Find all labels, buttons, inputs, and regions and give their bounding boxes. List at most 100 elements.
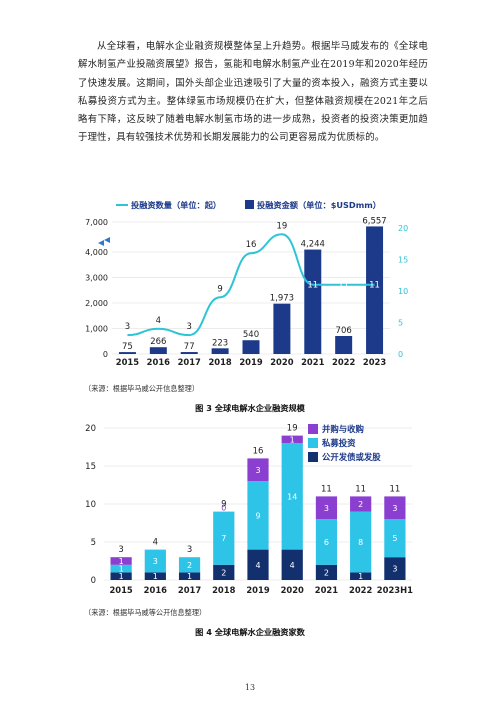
segment-value-label: 0 [221, 504, 226, 513]
figure3-source: （来源：根据毕马威公开信息整理） [84, 384, 200, 393]
segment-value-label: 1 [119, 557, 124, 566]
bar-segment [281, 443, 303, 550]
line-point-label: 9 [217, 284, 222, 294]
bar-segment [384, 519, 406, 558]
y-right-tick-label: 10 [398, 287, 408, 296]
y-tick-label: 5 [91, 538, 96, 548]
bar-amount [118, 352, 136, 354]
x-tick-label: 2020 [281, 585, 304, 595]
y-tick-label: 15 [85, 462, 96, 472]
bar-value-label: 223 [212, 338, 228, 348]
segment-value-label: 5 [392, 534, 397, 543]
total-label: 11 [355, 484, 366, 494]
segment-value-label: 3 [255, 466, 260, 475]
segment-value-label: 1 [358, 572, 363, 581]
legend-label: 公开发债或发股 [322, 452, 381, 462]
bar-amount [211, 348, 229, 354]
segment-value-label: 4 [290, 561, 295, 570]
line-point-label: 3 [125, 322, 130, 332]
line-count-series [127, 233, 375, 337]
legend-swatch [308, 424, 318, 434]
bar-amount [149, 347, 167, 354]
figure4-caption: 图 4 全球电解水企业融资家数 [195, 627, 305, 637]
y-right-tick-label: 5 [398, 319, 403, 328]
x-tick-label: 2017 [178, 357, 201, 367]
bar-segment [213, 511, 235, 565]
bar-amount [335, 335, 353, 354]
segment-value-label: 3 [324, 504, 329, 513]
bar-segment [110, 564, 132, 573]
segment-value-label: 8 [358, 538, 363, 547]
y-left-tick-label: 0 [103, 350, 108, 359]
segment-value-label: 3 [153, 557, 158, 566]
bar-segment [350, 572, 372, 580]
segment-value-label: 1 [290, 435, 295, 444]
bar-segment [315, 496, 338, 520]
bar-segment [178, 572, 201, 580]
x-tick-label: 2022 [332, 357, 355, 367]
body-paragraph: 从全球看，电解水企业融资规模整体呈上升趋势。根据毕马威发布的《全球电解水制氢产业… [78, 41, 428, 144]
total-label: 19 [287, 424, 298, 434]
segment-value-label: 4 [255, 561, 260, 570]
segment-value-label: 6 [324, 538, 329, 547]
bar-value-label: 266 [150, 337, 166, 347]
legend-label: 私募投资 [321, 438, 356, 448]
x-tick-label: 2018 [208, 357, 231, 367]
bar-segment [384, 557, 406, 580]
line-point-label: 11 [338, 281, 349, 291]
bar-segment [247, 549, 269, 580]
bar-segment [110, 557, 132, 565]
bar-segment [247, 458, 269, 482]
x-tick-label: 2018 [212, 585, 235, 595]
bar-segment [213, 564, 235, 580]
page-number: 13 [244, 683, 256, 692]
total-label: 11 [389, 484, 400, 494]
figure4-source: （来源：根据毕马威等公开信息整理） [84, 608, 207, 617]
segment-value-label: 3 [392, 504, 397, 513]
x-tick-label: 2023 [363, 357, 386, 367]
bar-segment [144, 572, 166, 580]
segment-value-label: 3 [392, 565, 397, 574]
segment-value-label: 7 [221, 534, 226, 543]
legend-amount-label: 投融资金额（单位：$USDmm） [257, 200, 381, 210]
bar-value-label: 540 [243, 330, 259, 340]
x-tick-label: 2016 [144, 585, 167, 595]
segment-value-label: 14 [287, 492, 297, 501]
x-tick-label: 2019 [246, 585, 269, 595]
segment-value-label: 1 [187, 572, 192, 581]
legend-count-label: 投融资数量（单位：起） [131, 200, 221, 210]
line-point-label: 11 [369, 281, 380, 291]
bar-value-label: 75 [122, 342, 133, 352]
y-right-tick-label: 0 [398, 350, 403, 359]
bar-segment [350, 511, 372, 573]
y-left-tick-label: 3,000 [85, 274, 108, 283]
legend-swatch [308, 452, 318, 462]
y-right-tick-label: 15 [398, 256, 408, 265]
y-left-tick-label: 2,000 [85, 299, 108, 308]
legend-swatch [308, 438, 318, 448]
axis-break-icon [98, 237, 110, 246]
segment-value-label: 2 [187, 561, 192, 570]
legend-amount-swatch [245, 200, 254, 209]
figure3-caption: 图 3 全球电解水企业融资规模 [195, 403, 305, 413]
x-tick-label: 2020 [270, 357, 293, 367]
segment-value-label: 1 [119, 572, 124, 581]
y-right-tick-label: 20 [398, 224, 408, 233]
y-left-tick-label: 7,000 [85, 218, 108, 227]
total-label: 9 [221, 500, 226, 510]
x-tick-label: 2023H1 [377, 585, 413, 595]
segment-value-label: 9 [255, 511, 260, 520]
line-point-label: 19 [276, 221, 287, 231]
segment-value-label: 2 [324, 568, 329, 577]
y-tick-label: 20 [85, 424, 96, 434]
bar-value-label: 1,973 [270, 294, 294, 304]
total-label: 4 [153, 538, 158, 548]
line-point-label: 16 [246, 240, 257, 250]
bar-segment [247, 481, 269, 550]
x-tick-label: 2016 [147, 357, 170, 367]
segment-value-label: 1 [153, 572, 158, 581]
bar-amount [304, 249, 322, 354]
y-left-tick-label: 4,000 [85, 248, 108, 257]
bar-segment [110, 572, 132, 580]
